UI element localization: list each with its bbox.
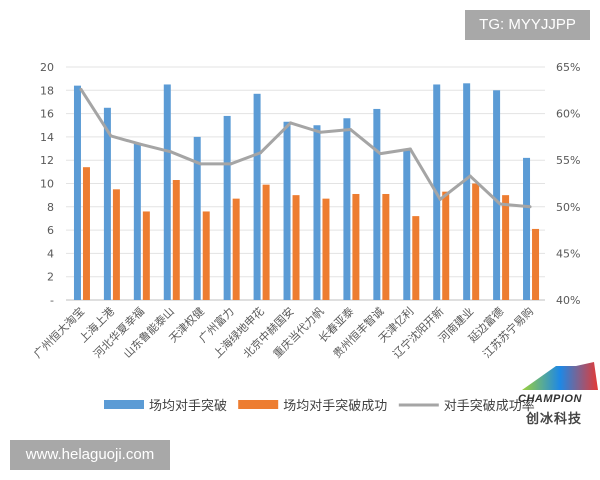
- bar-breakthroughs: [103, 107, 111, 301]
- y-right-tick: 40%: [556, 294, 580, 307]
- y-left-tick: 8: [47, 201, 54, 214]
- bar-breakthroughs: [373, 108, 381, 300]
- bar-successful-breakthroughs: [202, 211, 210, 300]
- bar-breakthroughs: [283, 121, 291, 300]
- line-point: [259, 151, 263, 155]
- logo-text: CHAMPION: [518, 393, 582, 405]
- bar-breakthroughs: [73, 85, 81, 300]
- bar-successful-breakthroughs: [532, 228, 540, 300]
- bar-successful-breakthroughs: [172, 180, 180, 300]
- y-left-tick: 14: [40, 131, 54, 144]
- line-point: [199, 162, 203, 166]
- bar-successful-breakthroughs: [112, 189, 120, 300]
- line-point: [139, 142, 143, 146]
- bar-successful-breakthroughs: [382, 193, 390, 300]
- bar-successful-breakthroughs: [142, 211, 150, 300]
- y-right-tick: 45%: [556, 247, 580, 260]
- champion-logo: [522, 362, 598, 390]
- line-point: [348, 127, 352, 131]
- line-success-rate: [79, 88, 531, 209]
- line-point: [468, 174, 472, 178]
- bar-breakthroughs: [523, 157, 531, 300]
- bar-breakthroughs: [133, 143, 141, 300]
- bar-breakthroughs: [403, 148, 411, 300]
- bar-successful-breakthroughs: [412, 216, 420, 300]
- bar-breakthroughs: [253, 93, 261, 300]
- line-point: [408, 147, 412, 151]
- line-point: [528, 205, 532, 209]
- legend-label: 场均对手突破成功: [283, 398, 387, 414]
- legend-swatch: [238, 400, 279, 409]
- bar-successful-breakthroughs: [352, 193, 360, 300]
- y-right-tick: 50%: [556, 201, 580, 214]
- bar-breakthroughs: [193, 136, 201, 300]
- watermark-top: TG: MYYJJPP: [465, 10, 590, 40]
- x-tick-label: 广州恒大淘宝: [31, 304, 88, 361]
- line-point: [438, 197, 442, 201]
- bar-breakthroughs: [463, 83, 471, 300]
- line-point: [378, 152, 382, 156]
- bar-breakthroughs: [493, 90, 501, 300]
- line-point: [229, 162, 233, 166]
- y-left-tick: 18: [40, 84, 54, 97]
- bar-breakthroughs: [163, 84, 171, 300]
- bar-successful-breakthroughs: [232, 198, 240, 300]
- bar-successful-breakthroughs: [82, 167, 90, 300]
- bar-breakthroughs: [223, 115, 231, 301]
- bar-successful-breakthroughs: [472, 183, 480, 300]
- bar-successful-breakthroughs: [322, 198, 330, 300]
- y-left-tick: 16: [40, 108, 54, 121]
- y-left-tick: 4: [47, 247, 54, 260]
- bar-successful-breakthroughs: [292, 195, 300, 300]
- line-point: [289, 121, 293, 125]
- legend-label: 场均对手突破: [149, 398, 227, 414]
- line-point: [318, 130, 322, 134]
- y-left-tick: 10: [40, 178, 54, 191]
- y-left-tick: 20: [40, 61, 54, 74]
- y-right-tick: 60%: [556, 108, 580, 121]
- line-point: [169, 150, 173, 154]
- line-point: [109, 134, 113, 138]
- y-left-tick: 6: [47, 224, 54, 237]
- legend-swatch: [104, 400, 144, 409]
- y-left-tick: 2: [47, 271, 54, 284]
- y-right-tick: 55%: [556, 154, 580, 167]
- line-point: [498, 202, 502, 206]
- bar-successful-breakthroughs: [442, 191, 450, 300]
- watermark-bottom: www.helaguoji.com: [10, 440, 170, 470]
- line-point: [79, 87, 83, 91]
- y-left-tick: 12: [40, 154, 54, 167]
- bar-breakthroughs: [343, 118, 351, 300]
- bar-breakthroughs: [313, 125, 321, 300]
- logo-cn: 创冰科技: [526, 412, 583, 427]
- y-right-tick: 65%: [556, 61, 580, 74]
- legend-label: 对手突破成功率: [444, 398, 535, 414]
- bar-successful-breakthroughs: [262, 184, 270, 300]
- y-left-tick: -: [50, 294, 54, 307]
- bar-successful-breakthroughs: [502, 195, 510, 300]
